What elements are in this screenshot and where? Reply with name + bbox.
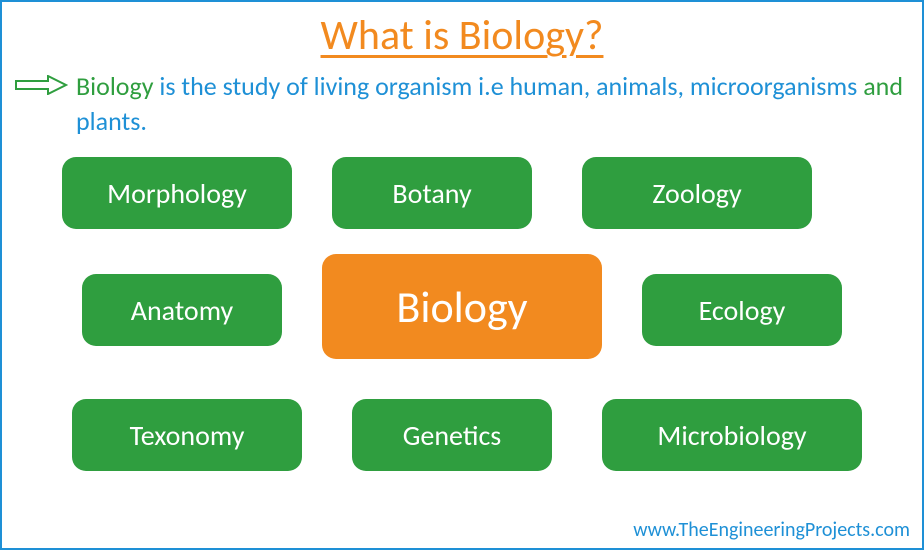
branches-grid: Morphology Botany Zoology Anatomy Biology Eco…	[2, 139, 922, 519]
branch-biology: Biology	[322, 254, 602, 359]
branch-texonomy: Texonomy	[72, 399, 302, 471]
branch-botany: Botany	[332, 157, 532, 229]
definition-fragment: plants.	[76, 105, 147, 137]
definition-fragment: and	[857, 70, 903, 102]
definition-text: Biology is the study of living organism …	[76, 69, 904, 139]
page-title: What is Biology?	[2, 10, 922, 61]
definition-row: Biology is the study of living organism …	[2, 61, 922, 139]
arrow-icon	[14, 75, 68, 95]
branch-morphology: Morphology	[62, 157, 292, 229]
branch-zoology: Zoology	[582, 157, 812, 229]
branch-genetics: Genetics	[352, 399, 552, 471]
definition-fragment: Biology	[76, 70, 159, 102]
definition-fragment: is the study of living organism i.e huma…	[159, 70, 857, 102]
watermark: www.TheEngineeringProjects.com	[633, 518, 910, 542]
branch-anatomy: Anatomy	[82, 274, 282, 346]
branch-microbio: Microbiology	[602, 399, 862, 471]
branch-ecology: Ecology	[642, 274, 842, 346]
